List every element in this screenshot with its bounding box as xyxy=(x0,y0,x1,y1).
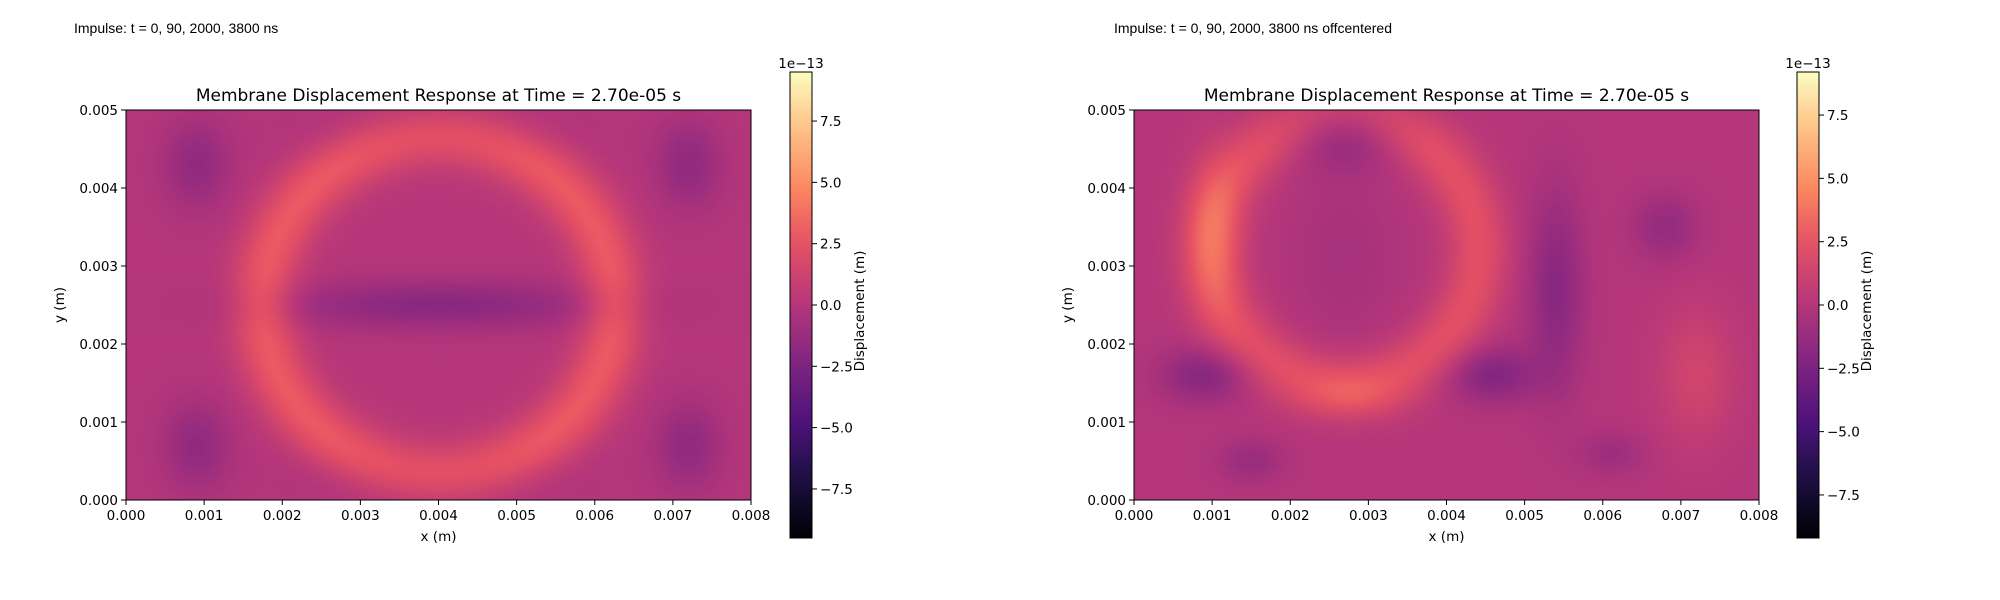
colorbar-tick-label: −5.0 xyxy=(1827,425,1860,441)
y-axis-label: y (m) xyxy=(52,287,68,323)
colorbar-tick-label: −7.5 xyxy=(820,482,853,498)
caption-left: Impulse: t = 0, 90, 2000, 3800 ns xyxy=(74,20,279,36)
y-tick-label: 0.002 xyxy=(1087,337,1126,353)
colorbar-tick-label: 0.0 xyxy=(1827,298,1848,314)
colorbar-tick-label: −2.5 xyxy=(1827,361,1860,377)
caption-right: Impulse: t = 0, 90, 2000, 3800 ns offcen… xyxy=(1114,20,1392,36)
y-tick-label: 0.001 xyxy=(79,415,118,431)
y-tick-label: 0.002 xyxy=(79,337,118,353)
colorbar-tick-label: 5.0 xyxy=(1827,171,1848,187)
x-axis-label: x (m) xyxy=(1429,529,1465,545)
x-tick-label: 0.008 xyxy=(1740,508,1779,524)
x-tick-label: 0.006 xyxy=(1583,508,1622,524)
y-tick-label: 0.005 xyxy=(79,103,118,119)
x-tick-label: 0.001 xyxy=(185,508,224,524)
y-tick-label: 0.000 xyxy=(79,493,118,509)
x-tick-label: 0.004 xyxy=(1427,508,1466,524)
y-tick-label: 0.003 xyxy=(79,259,118,275)
chart-2: Membrane Displacement Response at Time =… xyxy=(1060,56,1875,545)
x-tick-label: 0.001 xyxy=(1193,508,1232,524)
x-axis-label: x (m) xyxy=(421,529,457,545)
colorbar xyxy=(789,71,813,539)
x-tick-label: 0.005 xyxy=(497,508,536,524)
x-tick-label: 0.000 xyxy=(1115,508,1154,524)
x-tick-label: 0.002 xyxy=(1271,508,1310,524)
y-tick-label: 0.000 xyxy=(1087,493,1126,509)
heatmap-image xyxy=(1134,110,1759,500)
colorbar-tick-label: 0.0 xyxy=(820,298,841,314)
x-tick-label: 0.004 xyxy=(419,508,458,524)
x-tick-label: 0.005 xyxy=(1505,508,1544,524)
y-tick-label: 0.001 xyxy=(1087,415,1126,431)
colorbar-tick-label: 5.0 xyxy=(820,175,841,191)
colorbar-tick-label: −7.5 xyxy=(1827,488,1860,504)
y-tick-label: 0.004 xyxy=(1087,181,1126,197)
y-axis-label: y (m) xyxy=(1060,287,1076,323)
x-tick-label: 0.007 xyxy=(1662,508,1701,524)
y-tick-label: 0.003 xyxy=(1087,259,1126,275)
colorbar-tick-label: −5.0 xyxy=(820,421,853,437)
colorbar-tick-label: 7.5 xyxy=(1827,108,1848,124)
x-tick-label: 0.008 xyxy=(732,508,771,524)
colorbar xyxy=(1796,71,1820,539)
x-tick-label: 0.003 xyxy=(1349,508,1388,524)
heatmap-image xyxy=(126,110,751,500)
colorbar-offset-text: 1e−13 xyxy=(778,56,823,72)
chart-1: Membrane Displacement Response at Time =… xyxy=(52,56,868,545)
chart-title: Membrane Displacement Response at Time =… xyxy=(196,86,681,106)
colorbar-label: Displacement (m) xyxy=(852,251,868,372)
colorbar-tick-label: 2.5 xyxy=(820,237,841,253)
x-tick-label: 0.003 xyxy=(341,508,380,524)
x-tick-label: 0.007 xyxy=(654,508,693,524)
colorbar-tick-label: 2.5 xyxy=(1827,235,1848,251)
colorbar-tick-label: 7.5 xyxy=(820,114,841,130)
x-tick-label: 0.002 xyxy=(263,508,302,524)
y-tick-label: 0.004 xyxy=(79,181,118,197)
x-tick-label: 0.000 xyxy=(107,508,146,524)
chart-title: Membrane Displacement Response at Time =… xyxy=(1204,86,1689,106)
colorbar-tick-label: −2.5 xyxy=(820,359,853,375)
x-tick-label: 0.006 xyxy=(575,508,614,524)
colorbar-label: Displacement (m) xyxy=(1859,251,1875,372)
colorbar-offset-text: 1e−13 xyxy=(1785,56,1830,72)
y-tick-label: 0.005 xyxy=(1087,103,1126,119)
